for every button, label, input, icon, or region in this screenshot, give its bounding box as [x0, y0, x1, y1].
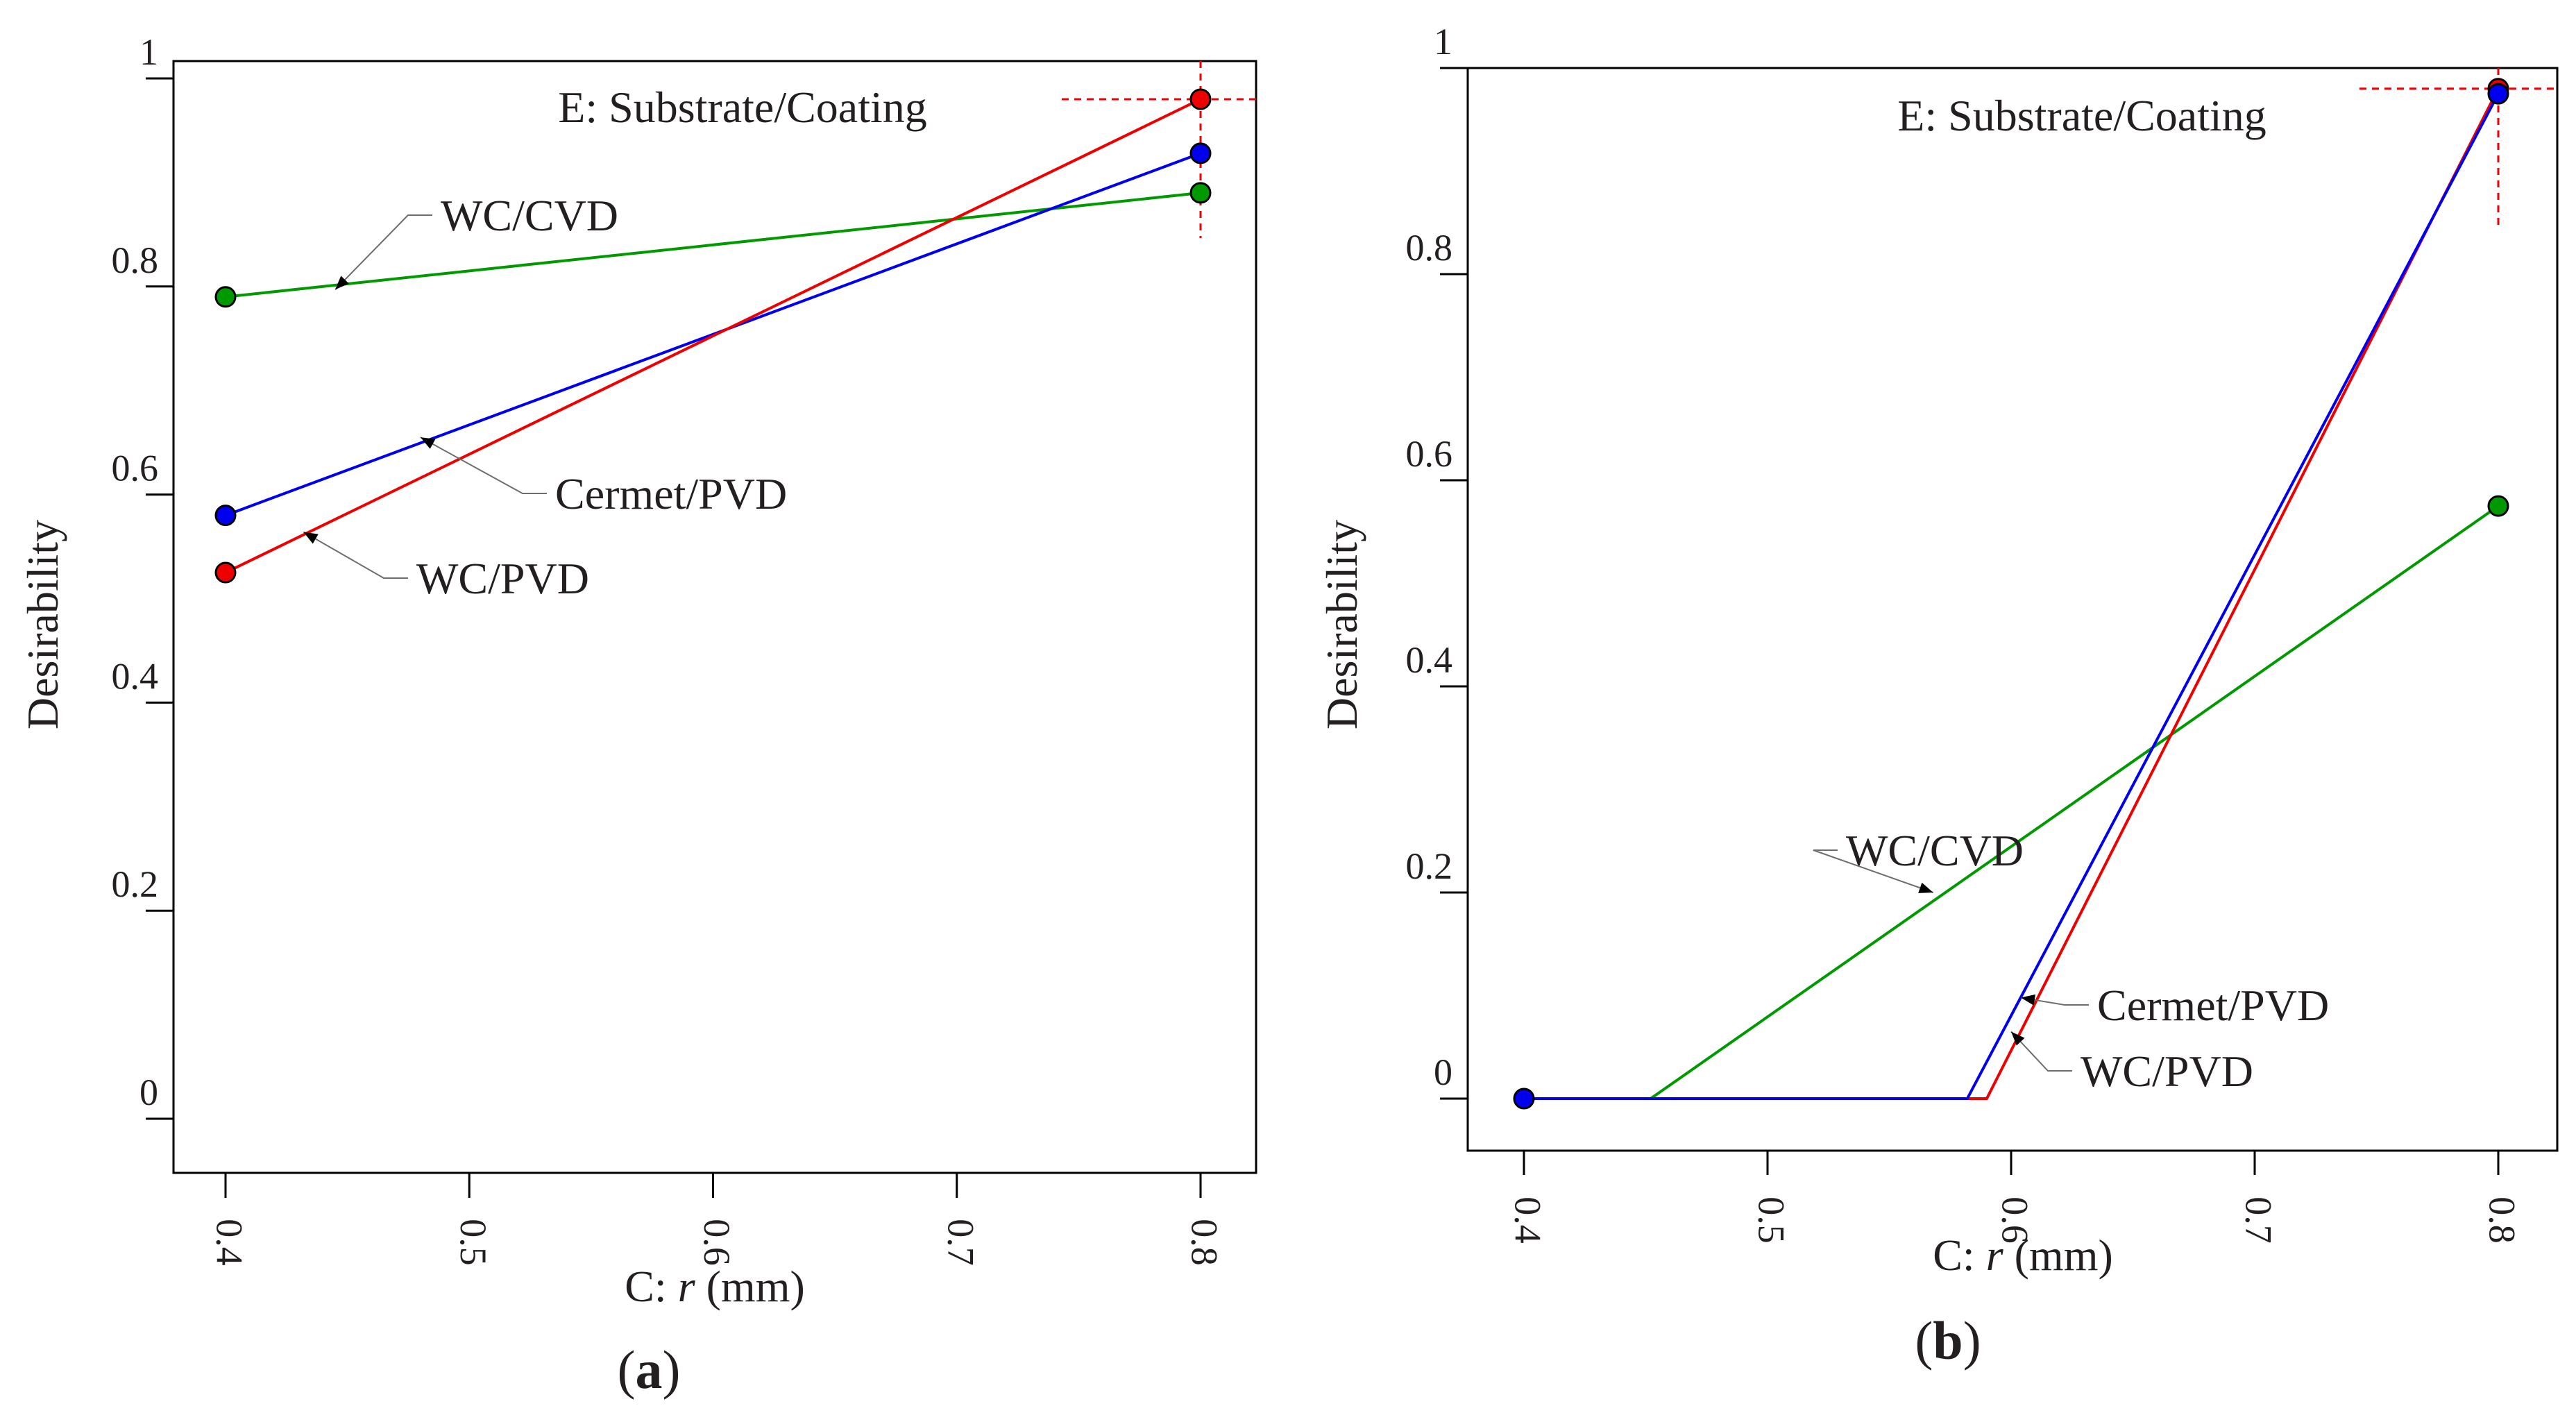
annotation-label: Cermet/PVD [555, 469, 787, 518]
x-tick-label: 0.7 [2238, 1196, 2280, 1244]
data-point-cermet-pvd [2487, 83, 2509, 105]
y-tick-label: 0.6 [112, 448, 159, 489]
plot-frame [172, 60, 1257, 1174]
data-point-wc-pvd [214, 561, 237, 584]
annotation-leader [2020, 997, 2089, 1006]
y-tick-label: 0.8 [1406, 227, 1453, 269]
x-tick-label: 0.5 [1751, 1196, 1793, 1244]
data-point-wc-pvd [1189, 88, 1212, 110]
y-tick-label: 0.4 [1406, 639, 1453, 681]
annotation-leader [2010, 1031, 2072, 1072]
y-tick-label: 0.4 [112, 655, 159, 697]
y-axis-label: Desirability [18, 520, 67, 729]
annotation-leader [1813, 849, 1934, 893]
annotation-label: WC/CVD [441, 191, 618, 240]
panel-label: (a) [618, 1339, 681, 1400]
panel-label: (b) [1915, 1310, 1981, 1371]
y-tick-label: 0.2 [112, 863, 159, 905]
annotation-arrowhead [1918, 882, 1933, 893]
y-tick-label: 0.2 [1406, 845, 1453, 887]
series-line-cermet-pvd [1524, 93, 2500, 1100]
annotation-label: Cermet/PVD [2097, 981, 2329, 1030]
annotation-arrowhead [2021, 994, 2036, 1006]
data-point-cermet-pvd [1189, 142, 1212, 164]
x-tick-label: 0.6 [696, 1219, 738, 1266]
x-tick-label: 0.6 [1994, 1196, 2036, 1244]
panel-b: 0 0.2 0.4 0.6 0.8 1 0.4 0.5 0.6 0.7 0.8 E: Substrat… [1317, 21, 2559, 1371]
series-line-wc-cvd [225, 191, 1201, 298]
data-point-wc-cvd [214, 286, 237, 308]
y-tick-label: 1 [1434, 21, 1452, 62]
annotation-label: WC/PVD [416, 554, 589, 603]
y-tick-label: 0.6 [1406, 433, 1453, 475]
y-tick-label: 0 [139, 1072, 158, 1113]
y-axis-label: Desirability [1317, 520, 1366, 729]
y-tick-label: 0.8 [112, 239, 159, 281]
data-point-wc-cvd [2487, 495, 2509, 517]
x-tick-label: 0.8 [2482, 1196, 2523, 1244]
y-tick-label: 1 [139, 31, 158, 73]
annotation-label: WC/PVD [2081, 1047, 2253, 1096]
y-tick-label: 0 [1434, 1051, 1452, 1093]
x-tick-label: 0.4 [209, 1219, 251, 1266]
annotation-leader [303, 531, 408, 579]
series-line-cermet-pvd [225, 152, 1201, 517]
series-line-wc-cvd [1524, 505, 2500, 1100]
chart-title: E: Substrate/Coating [1897, 91, 2266, 140]
data-point-cermet-pvd [214, 505, 237, 527]
annotation-arrowhead [335, 276, 349, 290]
annotation-leader [334, 214, 432, 290]
x-axis-label: C: r (mm) [1933, 1230, 2113, 1280]
annotation-arrowhead [2011, 1031, 2025, 1046]
annotation-arrowhead [421, 437, 436, 449]
data-point-cermet-pvd [1513, 1088, 1535, 1110]
x-tick-label: 0.8 [1184, 1219, 1226, 1266]
x-tick-label: 0.4 [1507, 1196, 1549, 1244]
series-line-wc-pvd [225, 98, 1201, 574]
x-axis-label: C: r (mm) [625, 1262, 805, 1311]
data-point-wc-cvd [1189, 182, 1212, 204]
panel-a: 0 0.2 0.4 0.6 0.8 1 0.4 0.5 0.6 0.7 0.8 E: Substrat… [18, 31, 1257, 1400]
x-tick-label: 0.5 [452, 1219, 494, 1266]
annotation-label: WC/CVD [1846, 826, 2024, 875]
annotation-leader [420, 437, 547, 494]
plot-frame [1466, 67, 2559, 1152]
annotation-arrowhead [303, 532, 319, 544]
chart-title: E: Substrate/Coating [558, 83, 927, 132]
series-line-wc-pvd [1524, 87, 2500, 1100]
x-tick-label: 0.7 [940, 1219, 981, 1266]
